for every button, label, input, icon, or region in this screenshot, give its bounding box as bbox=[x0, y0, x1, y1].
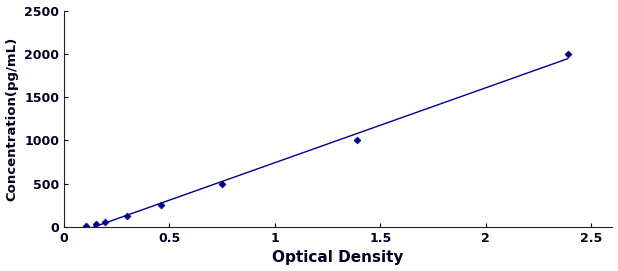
X-axis label: Optical Density: Optical Density bbox=[273, 250, 404, 265]
Y-axis label: Concentration(pg/mL): Concentration(pg/mL) bbox=[6, 37, 19, 201]
